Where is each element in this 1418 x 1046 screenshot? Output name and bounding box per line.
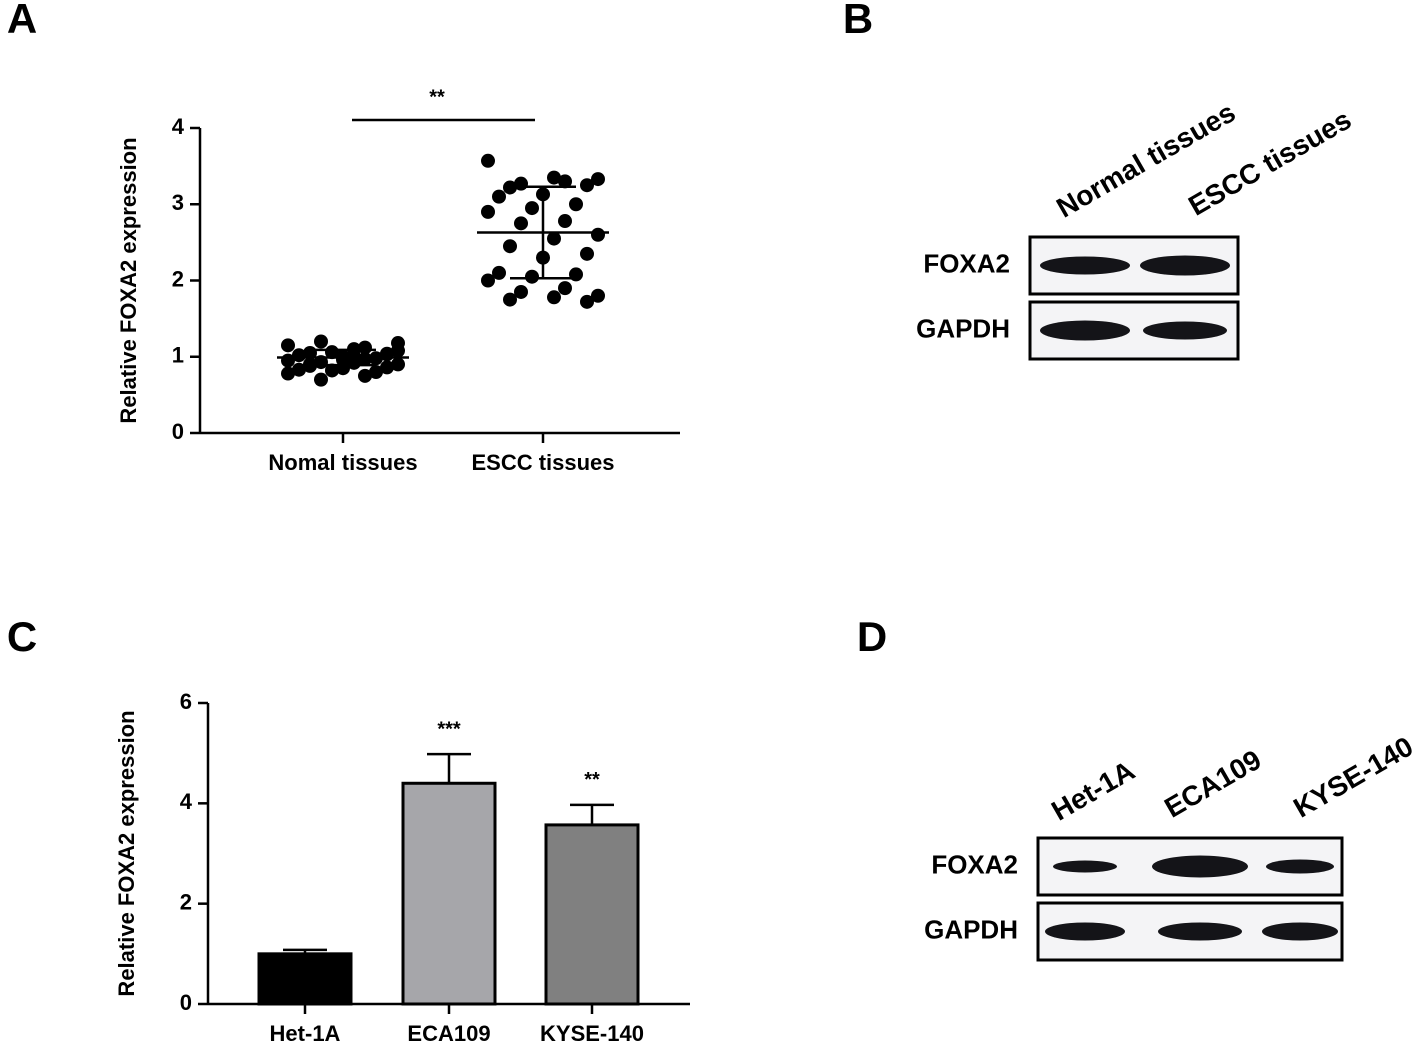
data-point [580,246,594,261]
data-point [547,231,561,246]
y-tick-label: 0 [180,990,192,1015]
blot-band [1053,860,1117,873]
y-tick-label: 3 [172,190,184,215]
data-point [525,269,539,284]
blot-band [1045,922,1125,941]
data-point [525,201,539,216]
data-point [558,214,572,229]
data-point [514,284,528,299]
significance: *** [437,718,461,740]
y-tick-label: 0 [172,419,184,444]
data-point [358,352,372,367]
panel-label: C [7,613,37,660]
y-tick-label: 1 [172,343,184,368]
blot-row-label: GAPDH [916,313,1010,343]
data-point [547,170,561,185]
x-tick-label: KYSE-140 [540,1021,644,1046]
bar [401,781,497,1006]
panel-label: B [843,0,873,42]
data-point [558,281,572,296]
data-point [314,334,328,349]
blot-band [1143,321,1227,340]
data-point [314,372,328,387]
x-tick-label: ESCC tissues [471,450,614,475]
blot-band [1040,256,1130,275]
data-point [492,189,506,204]
blot-band [1262,922,1338,941]
data-point [281,338,295,353]
data-point [503,239,517,254]
data-point [547,290,561,305]
data-point [281,353,295,368]
blot-band [1152,855,1248,878]
blot-lane-label: KYSE-140 [1288,731,1418,824]
data-point [580,294,594,309]
data-point [281,366,295,381]
panel-label: D [857,613,887,660]
y-tick-label: 2 [172,266,184,291]
panel-label: A [7,0,37,42]
data-point [558,174,572,189]
blot-band [1266,859,1334,874]
data-point [514,216,528,231]
data-point [380,360,394,375]
data-point [325,363,339,378]
data-point [391,336,405,351]
y-tick-label: 4 [172,114,185,139]
data-point [591,172,605,187]
bar [544,823,640,1006]
data-point [369,365,383,379]
significance: ** [584,769,600,791]
x-tick-label: Het-1A [270,1021,341,1046]
data-point [481,153,495,168]
y-tick-label: 6 [180,689,192,714]
blot-lane-label: ECA109 [1159,744,1266,824]
blot-lane-label: Het-1A [1046,755,1140,827]
data-point [569,197,583,212]
blot-band [1140,255,1230,276]
y-axis-label: Relative FOXA2 expression [114,710,139,996]
blot-row-label: FOXA2 [931,849,1018,879]
data-point [591,288,605,303]
y-tick-label: 2 [180,889,192,914]
blot-row-label: FOXA2 [923,248,1010,278]
y-tick-label: 4 [180,789,193,814]
x-tick-label: ECA109 [407,1021,490,1046]
blot-band [1040,320,1130,341]
data-point [481,204,495,219]
data-point [481,273,495,288]
data-point [358,368,372,383]
bar [257,952,353,1006]
data-point [492,265,506,280]
significance: ** [429,86,445,108]
data-point [580,178,594,193]
data-point [503,292,517,307]
y-axis-label: Relative FOXA2 expression [116,137,141,423]
data-point [292,362,306,377]
x-tick-label: Nomal tissues [268,450,417,475]
blot-row-label: GAPDH [924,914,1018,944]
data-point [591,227,605,242]
blot-band [1158,922,1242,941]
data-point [391,357,405,372]
